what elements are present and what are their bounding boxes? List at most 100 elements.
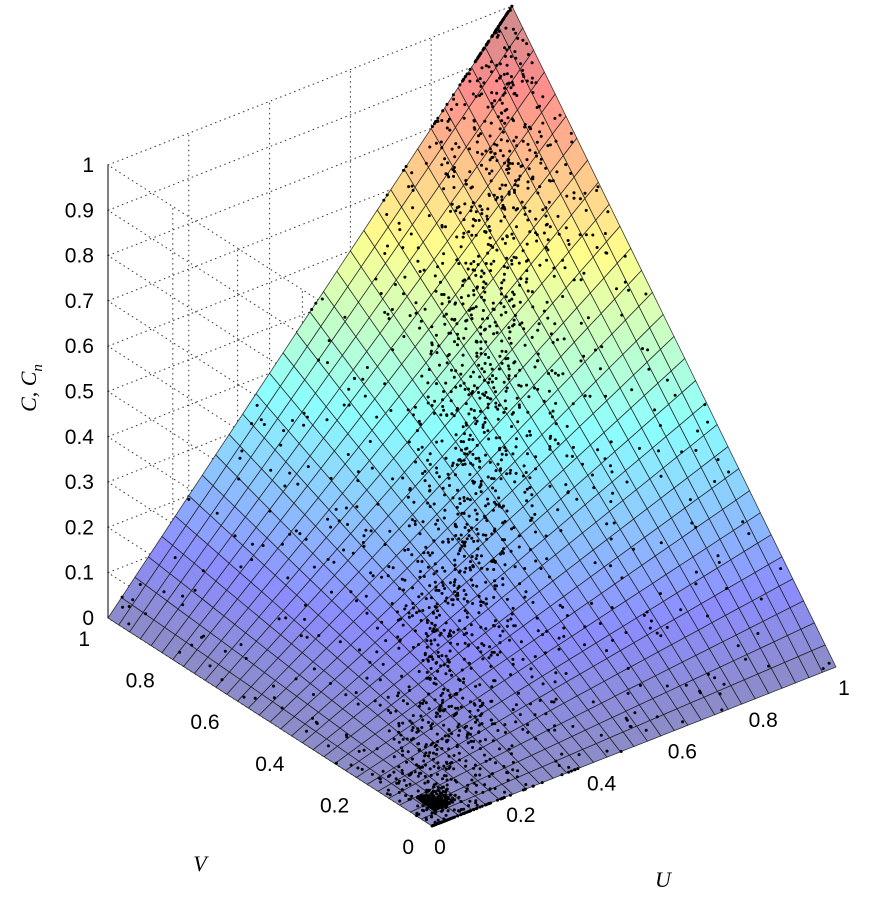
sample-point — [433, 823, 436, 827]
sample-point — [467, 529, 471, 532]
sample-point — [425, 793, 429, 797]
sample-point — [659, 541, 663, 545]
sample-point — [444, 767, 448, 771]
sample-point — [440, 293, 444, 296]
sample-point — [469, 262, 473, 266]
sample-point — [426, 501, 430, 505]
sample-point — [459, 440, 463, 443]
sample-point — [485, 42, 489, 46]
sample-point — [444, 225, 447, 229]
sample-point — [421, 765, 424, 769]
sample-point — [458, 729, 462, 733]
sample-point — [408, 487, 412, 490]
sample-point — [495, 331, 499, 335]
u-tick-label: 0.8 — [749, 709, 778, 732]
sample-point — [173, 556, 177, 560]
sample-point — [528, 230, 532, 234]
sample-point — [127, 622, 131, 626]
sample-point — [488, 397, 492, 401]
sample-point — [509, 617, 513, 621]
sample-point — [462, 231, 466, 235]
sample-point — [443, 708, 447, 711]
sample-point — [503, 109, 507, 113]
sample-point — [400, 577, 404, 581]
sample-point — [463, 432, 466, 436]
sample-point — [296, 482, 300, 486]
sample-point — [521, 139, 525, 143]
sample-point — [827, 661, 831, 665]
sample-point — [527, 125, 531, 129]
sample-point — [482, 514, 486, 518]
sample-point — [495, 324, 499, 328]
sample-point — [658, 592, 662, 596]
sample-point — [494, 377, 498, 380]
sample-point — [475, 518, 479, 522]
sample-point — [480, 208, 484, 212]
sample-point — [495, 91, 499, 95]
sample-point — [506, 171, 510, 175]
sample-point — [475, 718, 479, 722]
sample-point — [498, 650, 502, 654]
sample-point — [713, 480, 717, 483]
sample-point — [562, 634, 566, 638]
sample-point — [451, 496, 455, 500]
sample-point — [492, 595, 496, 599]
sample-point — [385, 213, 389, 216]
sample-point — [441, 584, 445, 587]
sample-point — [421, 718, 425, 722]
z-tick-label: 0.9 — [65, 199, 94, 222]
sample-point — [430, 811, 434, 815]
sample-point — [496, 417, 500, 421]
sample-point — [447, 296, 451, 300]
sample-point — [509, 673, 513, 677]
sample-point — [519, 277, 523, 281]
sample-point — [430, 621, 434, 625]
sample-point — [496, 25, 500, 29]
sample-point — [365, 366, 369, 369]
sample-point — [401, 246, 405, 250]
sample-point — [484, 390, 488, 394]
sample-point — [484, 282, 488, 286]
sample-point — [469, 560, 472, 564]
sample-point — [447, 634, 450, 638]
sample-point — [437, 786, 440, 790]
sample-point — [376, 502, 380, 506]
sample-point — [378, 703, 382, 707]
sample-point — [334, 507, 338, 511]
sample-point — [423, 781, 427, 785]
sample-point — [462, 811, 466, 815]
sample-point — [435, 471, 439, 475]
sample-point — [665, 684, 669, 688]
sample-point — [694, 582, 698, 586]
sample-point — [425, 802, 429, 806]
sample-point — [294, 677, 298, 681]
sample-point — [480, 703, 484, 707]
sample-point — [591, 700, 595, 704]
sample-point — [736, 644, 740, 648]
sample-point — [387, 565, 391, 569]
sample-point — [417, 609, 421, 613]
sample-point — [480, 295, 483, 299]
sample-point — [461, 425, 465, 429]
sample-point — [518, 582, 522, 586]
sample-point — [506, 778, 510, 782]
sample-point — [458, 688, 462, 691]
sample-point — [504, 407, 508, 410]
sample-point — [462, 807, 466, 811]
sample-point — [453, 340, 456, 344]
sample-point — [525, 242, 529, 246]
sample-point — [610, 470, 614, 474]
sample-point — [504, 449, 508, 453]
sample-point — [503, 91, 507, 95]
sample-point — [560, 773, 564, 777]
sample-point — [405, 760, 409, 764]
sample-point — [443, 322, 447, 326]
sample-point — [490, 367, 494, 371]
sample-point — [500, 195, 504, 199]
sample-point — [418, 532, 422, 536]
sample-point — [501, 629, 505, 633]
sample-point — [595, 246, 599, 249]
sample-point — [317, 634, 321, 637]
sample-point — [442, 187, 446, 191]
sample-point — [428, 584, 432, 588]
